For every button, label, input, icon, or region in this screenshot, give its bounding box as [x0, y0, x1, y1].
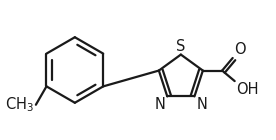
Text: S: S	[176, 39, 185, 54]
Text: OH: OH	[236, 82, 258, 97]
Text: O: O	[233, 42, 245, 57]
Text: N: N	[197, 97, 207, 112]
Text: N: N	[155, 97, 165, 112]
Text: CH$_3$: CH$_3$	[5, 95, 34, 114]
